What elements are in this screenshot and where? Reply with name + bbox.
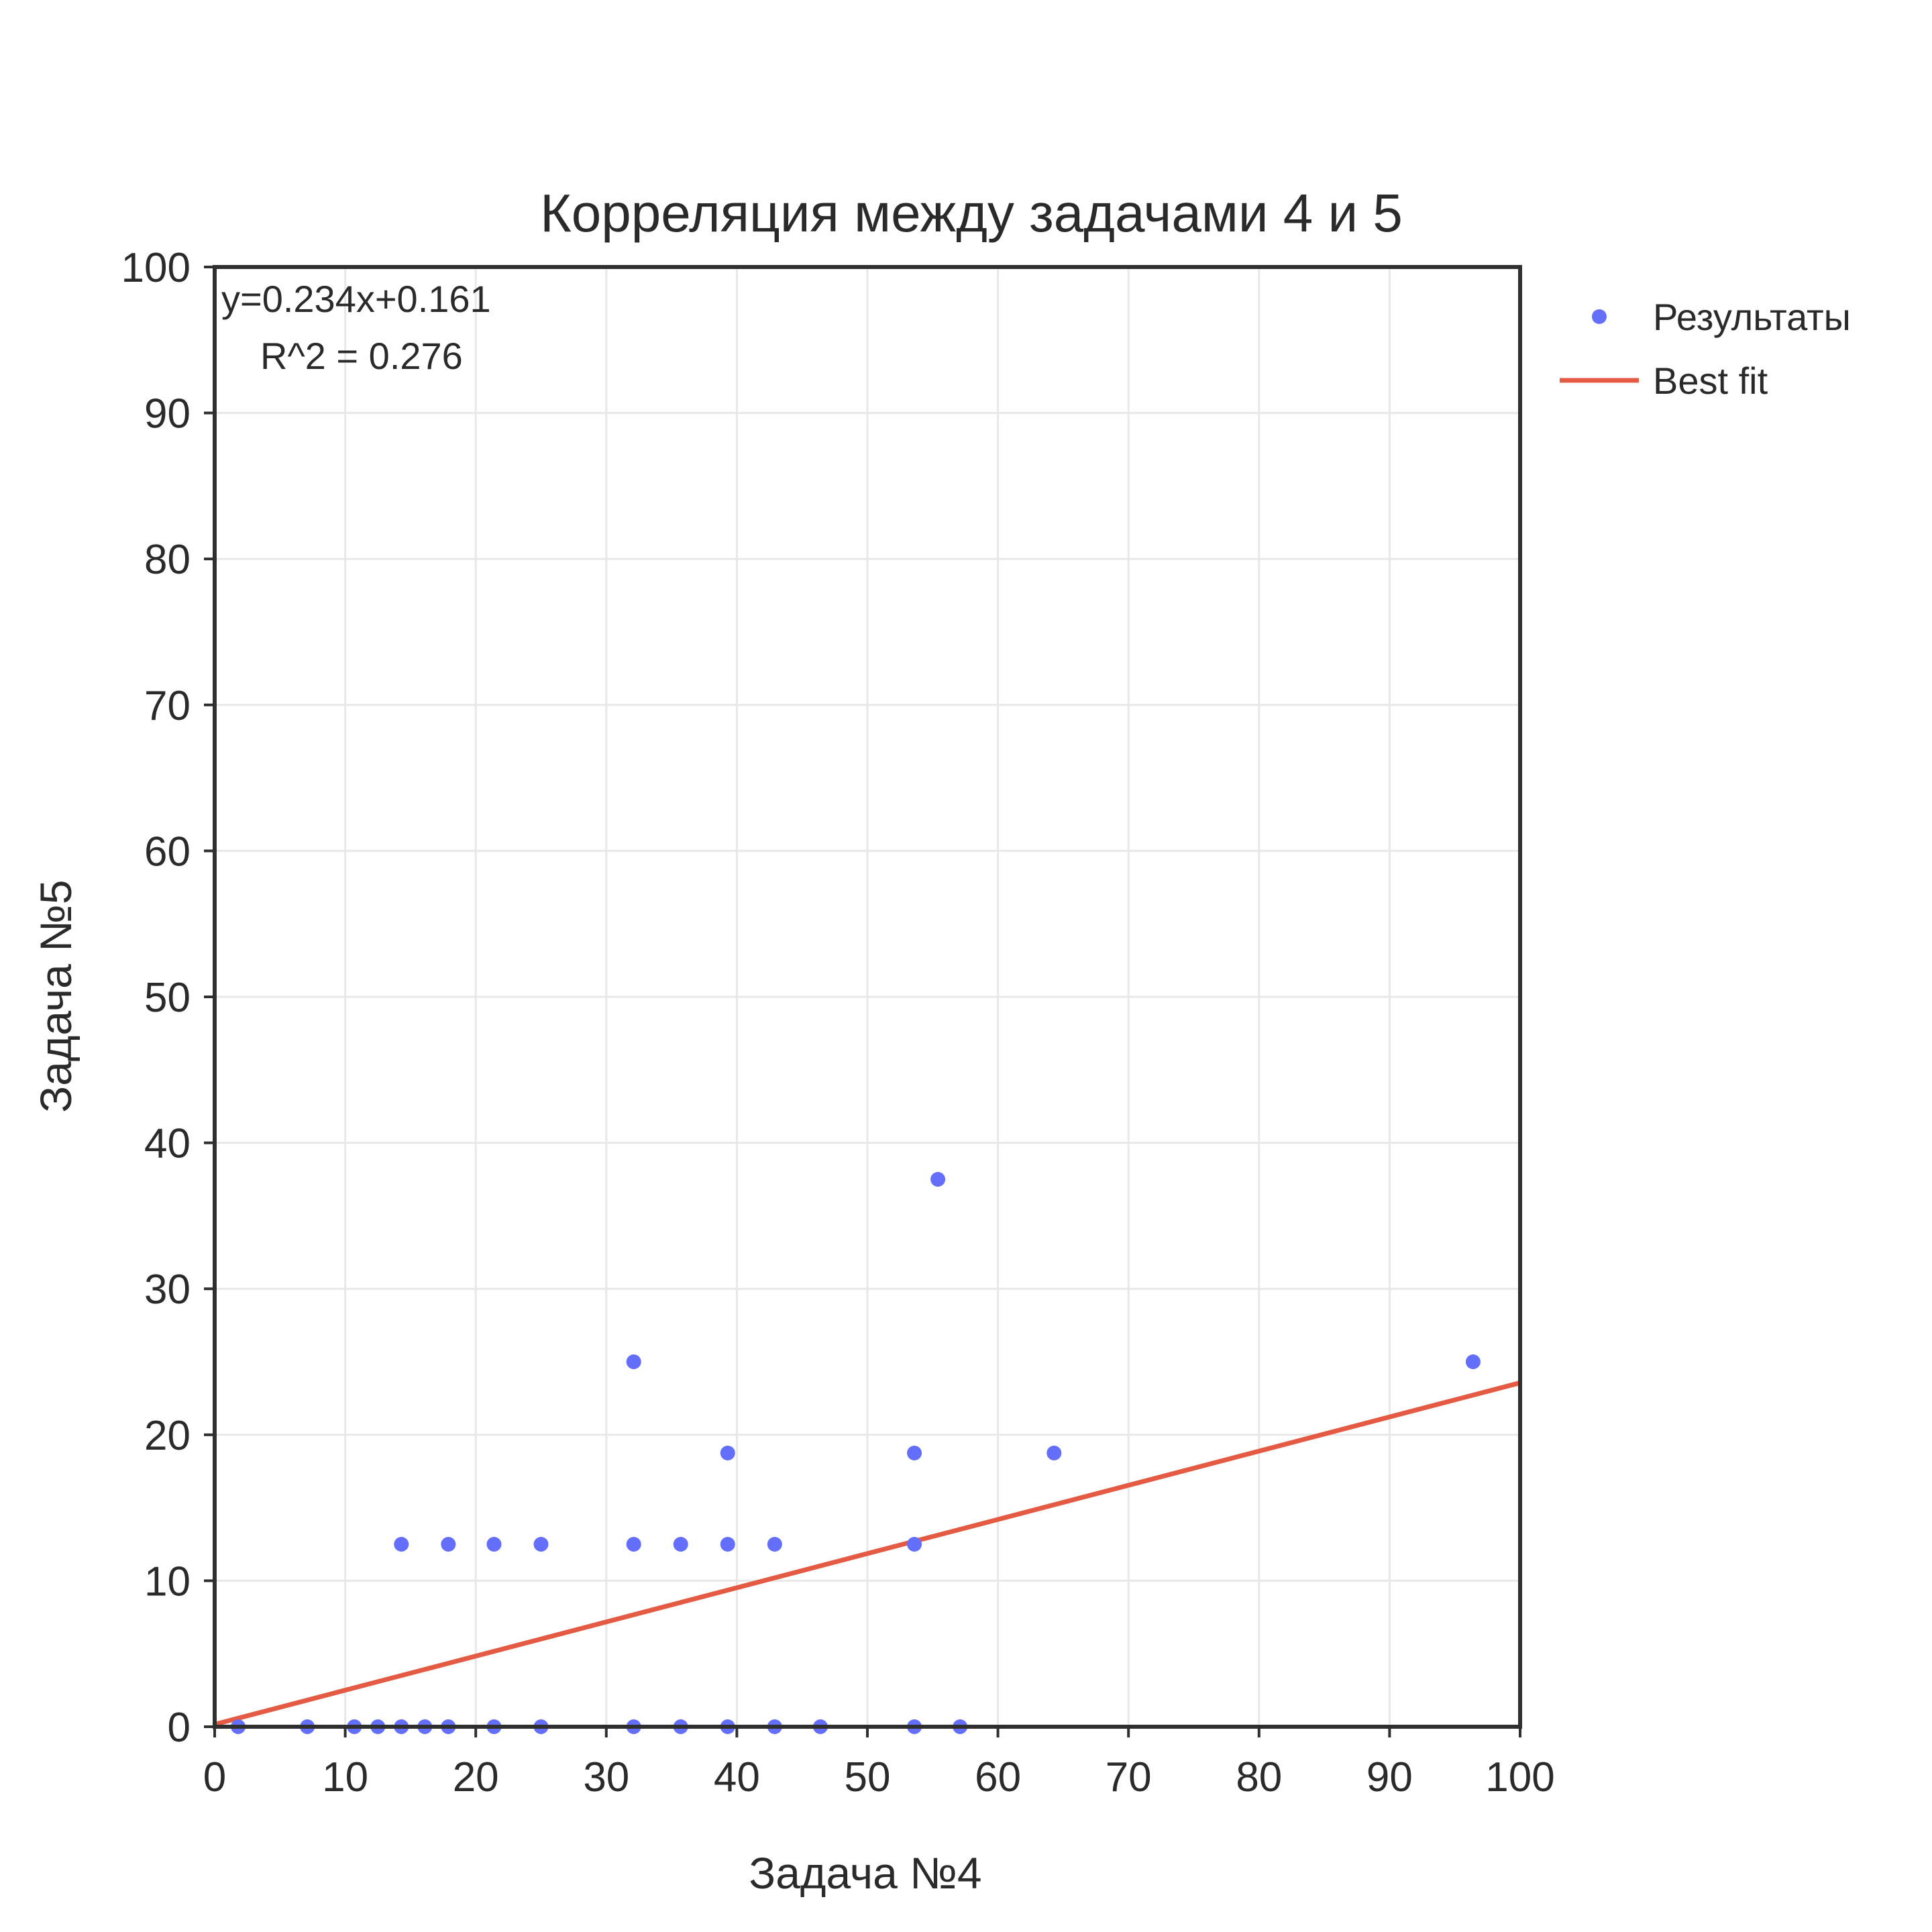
scatter-point [930, 1172, 946, 1187]
x-tick-label: 40 [714, 1754, 760, 1801]
x-tick-label: 60 [975, 1754, 1021, 1801]
scatter-point [907, 1537, 922, 1552]
x-tick-label: 90 [1366, 1754, 1413, 1801]
x-tick-label: 70 [1106, 1754, 1152, 1801]
scatter-point [394, 1537, 409, 1552]
x-tick-label: 0 [203, 1754, 226, 1801]
grid [213, 266, 1521, 1728]
fit-equation-annotation: y=0.234x+0.161 [221, 278, 491, 320]
scatter-point [720, 1446, 735, 1460]
x-tick-label: 30 [583, 1754, 629, 1801]
scatter-point [626, 1537, 641, 1552]
y-tick-label: 10 [144, 1558, 191, 1605]
best-fit-line [214, 1380, 1521, 1727]
scatter-point [767, 1537, 782, 1552]
y-tick-label: 20 [144, 1413, 191, 1459]
y-tick-label: 90 [144, 391, 191, 437]
scatter-point [533, 1537, 549, 1552]
scatter-point [626, 1354, 641, 1369]
y-tick-label: 40 [144, 1121, 191, 1167]
legend-label-scatter: Результаты [1653, 296, 1851, 338]
y-axis-title: Задача №5 [31, 879, 80, 1112]
scatter-point [1046, 1446, 1062, 1460]
chart-title: Корреляция между задачами 4 и 5 [540, 183, 1403, 243]
y-tick-label: 80 [144, 537, 191, 583]
x-tick-label: 50 [845, 1754, 891, 1801]
scatter-point [486, 1537, 502, 1552]
y-tick-label: 70 [144, 683, 191, 729]
best-fit-layer [214, 1380, 1521, 1727]
legend-marker-scatter [1592, 309, 1607, 324]
x-tick-label: 100 [1485, 1754, 1554, 1801]
scatter-points [231, 1172, 1481, 1734]
y-tick-label: 0 [168, 1705, 191, 1751]
scatter-point [1465, 1354, 1481, 1369]
legend: Результаты Best fit [1560, 296, 1851, 402]
y-tick-label: 100 [121, 245, 191, 291]
y-tick-label: 50 [144, 975, 191, 1021]
axis-ticks: 0 10 20 30 40 50 60 70 80 90 100 0 10 20 30 40 50 60 70 80 9… [121, 245, 1555, 1801]
scatter-point [907, 1446, 922, 1460]
scatter-point [441, 1537, 456, 1552]
x-tick-label: 10 [322, 1754, 368, 1801]
x-axis-title: Задача №4 [749, 1848, 981, 1898]
x-tick-label: 80 [1236, 1754, 1282, 1801]
y-tick-label: 30 [144, 1267, 191, 1313]
x-tick-label: 20 [453, 1754, 499, 1801]
r-squared-annotation: R^2 = 0.276 [260, 335, 463, 377]
scatter-point [673, 1537, 688, 1552]
scatter-point [720, 1537, 735, 1552]
legend-label-best-fit: Best fit [1653, 360, 1768, 402]
y-tick-label: 60 [144, 828, 191, 875]
